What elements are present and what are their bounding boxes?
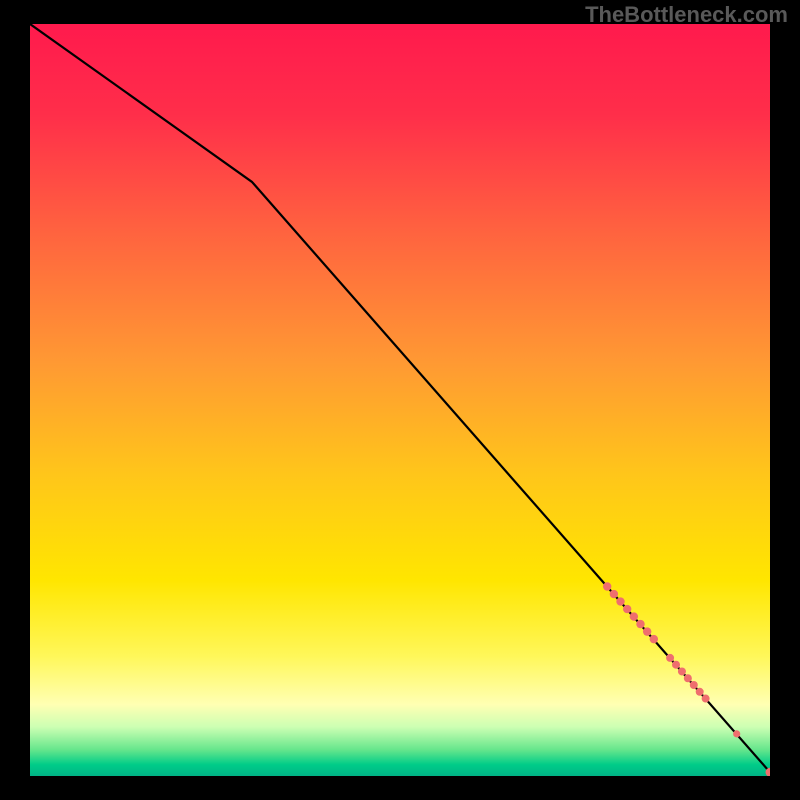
data-point (678, 667, 686, 675)
data-point (610, 590, 618, 598)
watermark-text: TheBottleneck.com (585, 2, 788, 28)
data-point (636, 620, 644, 628)
chart-overlay-svg (30, 24, 770, 776)
data-point (630, 612, 638, 620)
data-point (666, 654, 674, 662)
data-point (643, 627, 651, 635)
plot-area (30, 24, 770, 776)
data-point (650, 635, 658, 643)
data-point (603, 582, 611, 590)
data-point (672, 661, 680, 669)
data-point (684, 674, 692, 682)
data-point (623, 605, 631, 613)
data-point (733, 730, 740, 737)
chart-stage: TheBottleneck.com (0, 0, 800, 800)
data-point (702, 695, 710, 703)
data-point (616, 597, 624, 605)
data-point (696, 688, 704, 696)
data-point (690, 681, 698, 689)
bottleneck-line (30, 24, 770, 772)
